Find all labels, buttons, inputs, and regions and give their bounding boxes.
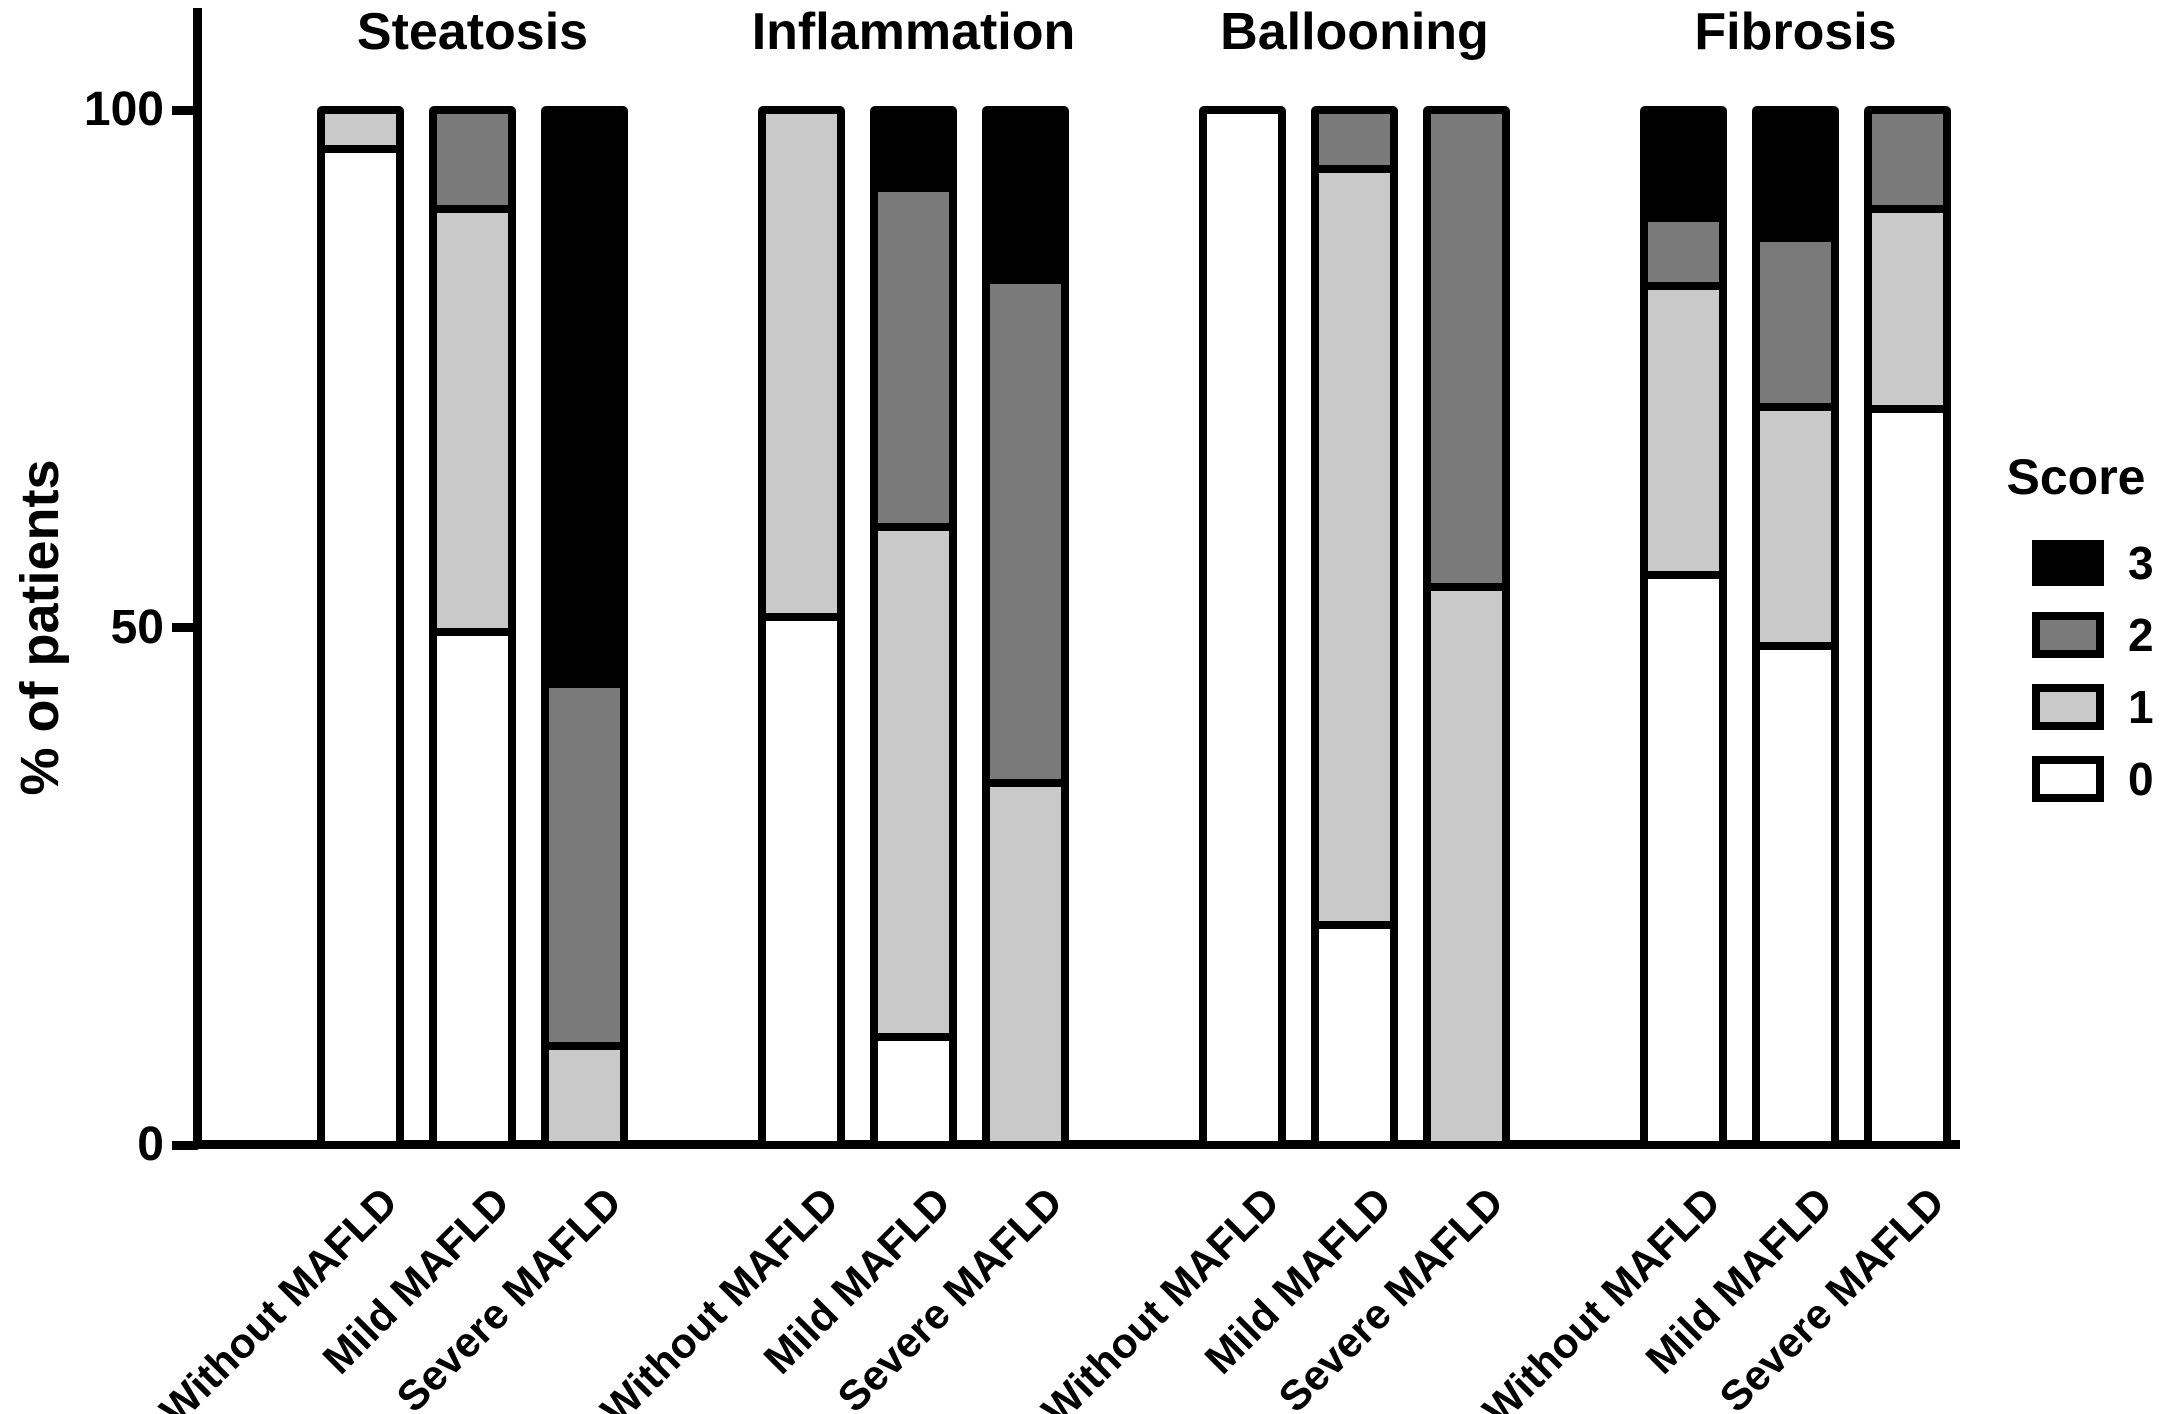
- bar-segment-score-3: [990, 114, 1061, 276]
- bar-segment-score-3: [549, 114, 620, 681]
- bar-segment-score-2: [1760, 234, 1831, 403]
- bar-segment-score-3: [1760, 114, 1831, 235]
- bar-segment-score-2: [1648, 214, 1719, 283]
- stacked-bar: [758, 106, 845, 1149]
- y-axis-line: [193, 8, 202, 1149]
- bar-segment-score-0: [1207, 114, 1278, 1141]
- legend-label-score-0: 0: [2128, 753, 2154, 805]
- bar-segment-score-2: [1872, 114, 1943, 205]
- bar-segment-score-3: [1648, 114, 1719, 215]
- stacked-bar: [982, 106, 1069, 1149]
- bar-segment-score-0: [1648, 571, 1719, 1142]
- bar-segment-score-2: [990, 275, 1061, 780]
- legend-swatch-score-2: [2032, 612, 2104, 658]
- stacked-bar: [1640, 106, 1727, 1149]
- bar-segment-score-1: [1648, 282, 1719, 572]
- bar-segment-score-1: [1872, 204, 1943, 406]
- bar-segment-score-2: [878, 184, 949, 524]
- legend-label-score-3: 3: [2128, 537, 2154, 589]
- legend-label-score-2: 2: [2128, 609, 2154, 661]
- stacked-bar: [429, 106, 516, 1149]
- bar-segment-score-0: [1319, 920, 1390, 1141]
- bar-segment-score-2: [437, 114, 508, 205]
- stacked-bar: [1311, 106, 1398, 1149]
- bar-segment-score-1: [766, 114, 837, 614]
- stacked-bar: [1864, 106, 1951, 1149]
- bar-segment-score-3: [878, 114, 949, 185]
- bar-segment-score-0: [878, 1032, 949, 1141]
- bar-segment-score-0: [1760, 641, 1831, 1141]
- stacked-bar: [1199, 106, 1286, 1149]
- bar-segment-score-1: [549, 1042, 620, 1141]
- y-tick-label: 100: [83, 83, 164, 136]
- y-tick-label: 0: [137, 1118, 164, 1171]
- legend-swatch-score-0: [2032, 756, 2104, 802]
- bar-segment-score-0: [437, 627, 508, 1141]
- bar-segment-score-1: [1760, 402, 1831, 642]
- bar-segment-score-1: [990, 779, 1061, 1141]
- legend-swatch-score-1: [2032, 684, 2104, 730]
- stacked-bar: [541, 106, 628, 1149]
- y-tick-mark: [172, 105, 198, 115]
- bar-segment-score-2: [1431, 114, 1502, 583]
- x-axis-line: [193, 1140, 1960, 1149]
- stacked-bar: [1752, 106, 1839, 1149]
- group-title-ballooning: Ballooning: [1220, 3, 1489, 61]
- group-title-fibrosis: Fibrosis: [1694, 3, 1897, 61]
- bar-segment-score-2: [549, 680, 620, 1042]
- bar-segment-score-0: [1872, 405, 1943, 1141]
- bar-segment-score-1: [1319, 164, 1390, 921]
- stacked-bar: [870, 106, 957, 1149]
- group-title-steatosis: Steatosis: [356, 3, 589, 61]
- bar-segment-score-1: [437, 204, 508, 628]
- bar-segment-score-1: [1431, 582, 1502, 1141]
- legend-label-score-1: 1: [2128, 681, 2154, 733]
- bar-segment-score-0: [325, 144, 396, 1141]
- legend-swatch-score-3: [2032, 540, 2104, 586]
- stacked-bar: [317, 106, 404, 1149]
- y-tick-mark: [172, 1140, 198, 1150]
- bar-segment-score-2: [1319, 114, 1390, 165]
- y-tick-label: 50: [110, 600, 164, 654]
- y-tick-mark: [172, 623, 198, 632]
- group-title-inflammation: Inflammation: [751, 3, 1076, 61]
- bar-segment-score-1: [325, 114, 396, 145]
- bar-segment-score-0: [766, 613, 837, 1141]
- stacked-bar: [1423, 106, 1510, 1149]
- legend-title: Score: [2006, 449, 2146, 505]
- bar-segment-score-1: [878, 523, 949, 1033]
